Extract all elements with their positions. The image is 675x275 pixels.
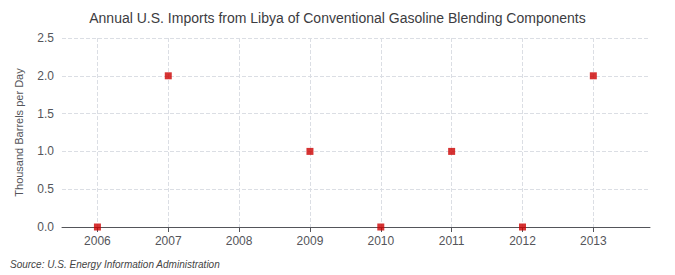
svg-text:2009: 2009 xyxy=(297,234,324,248)
svg-text:2011: 2011 xyxy=(439,234,465,248)
svg-text:2010: 2010 xyxy=(367,234,394,248)
svg-text:2012: 2012 xyxy=(509,234,536,248)
svg-text:0.0: 0.0 xyxy=(37,220,54,234)
svg-text:2006: 2006 xyxy=(84,234,111,248)
svg-text:2.5: 2.5 xyxy=(37,31,54,45)
svg-text:0.5: 0.5 xyxy=(37,182,54,196)
svg-text:2008: 2008 xyxy=(226,234,253,248)
svg-text:2.0: 2.0 xyxy=(37,69,54,83)
svg-text:Annual U.S. Imports from Libya: Annual U.S. Imports from Libya of Conven… xyxy=(89,10,586,26)
svg-text:Source: U.S. Energy Informatio: Source: U.S. Energy Information Administ… xyxy=(10,259,220,270)
svg-text:2007: 2007 xyxy=(155,234,182,248)
svg-text:Thousand Barrels per Day: Thousand Barrels per Day xyxy=(13,68,25,197)
svg-text:1.5: 1.5 xyxy=(37,107,54,121)
svg-text:1.0: 1.0 xyxy=(37,144,54,158)
svg-text:2013: 2013 xyxy=(580,234,607,248)
